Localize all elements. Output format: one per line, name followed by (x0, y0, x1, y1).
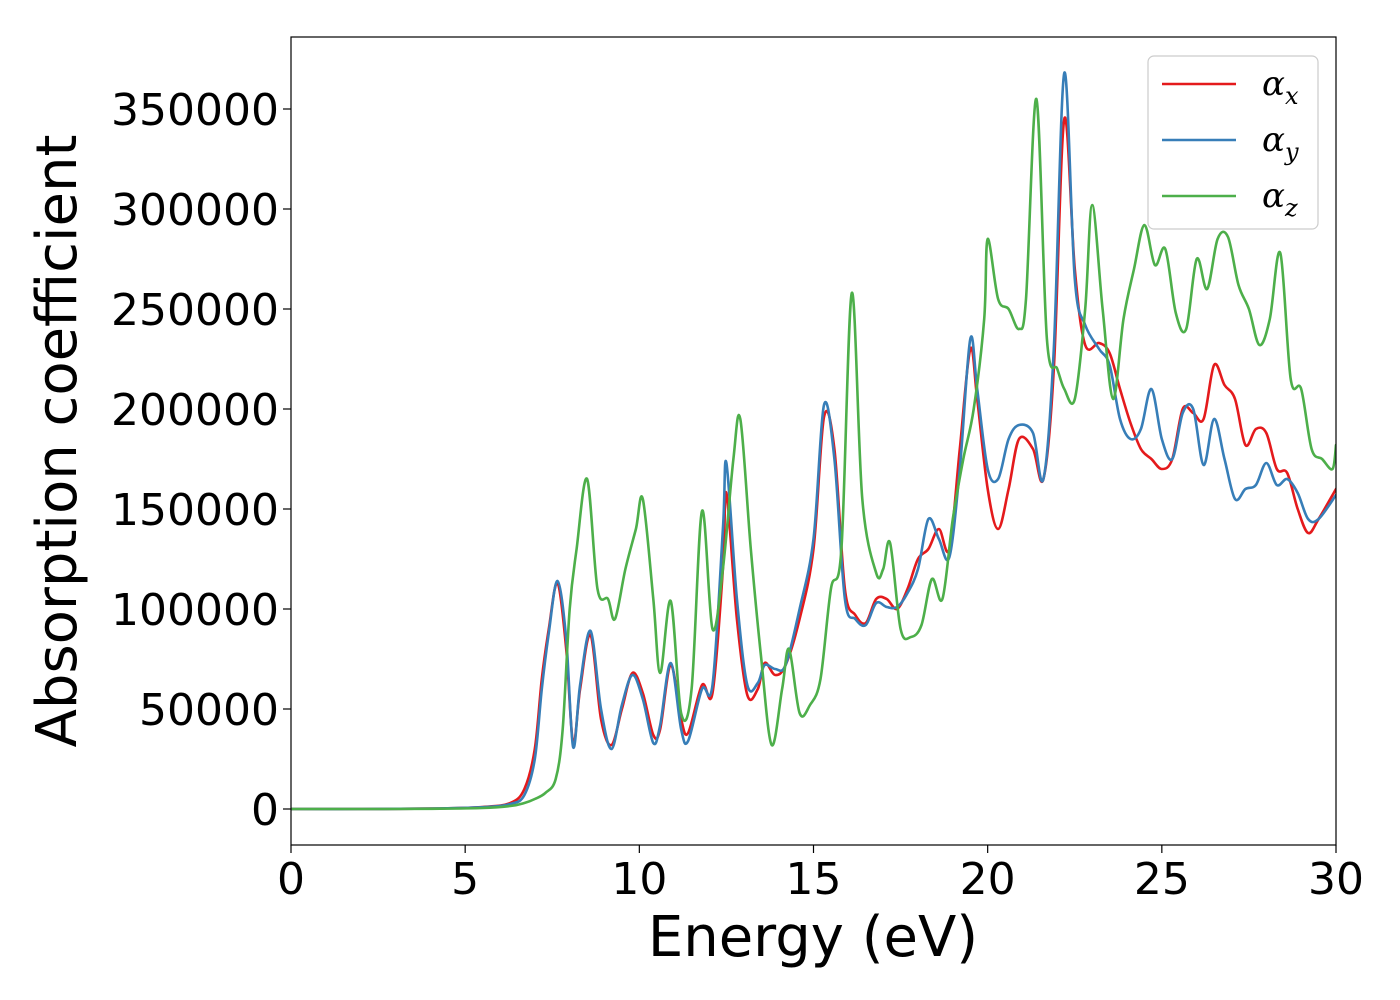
x-tick-label: 25 (1134, 854, 1190, 905)
legend-label-subscript: y (1284, 138, 1299, 166)
legend-label-symbol: α (1262, 176, 1285, 216)
series-lines (291, 71, 1336, 811)
y-axis-ticks: 0 50000 100000 150000 200000 250000 300000 3500… (111, 85, 291, 836)
y-tick-label: 250000 (111, 285, 279, 336)
x-tick-label: 20 (960, 854, 1016, 905)
x-tick-label: 0 (277, 854, 305, 905)
y-tick-label: 200000 (111, 385, 279, 436)
legend-label-subscript: z (1284, 194, 1298, 222)
legend-box (1147, 55, 1319, 230)
legend-label-symbol: α (1262, 120, 1285, 160)
legend-label-z: αz (1262, 176, 1298, 222)
y-tick-label: 50000 (139, 685, 279, 736)
y-tick-label: 150000 (111, 485, 279, 536)
x-axis-label: Energy (eV) (648, 905, 978, 970)
series-line-z (291, 97, 1336, 811)
x-tick-label: 15 (786, 854, 842, 905)
y-axis-label: Absorption coefficient (25, 135, 90, 748)
y-tick-label: 350000 (111, 85, 279, 136)
x-tick-label: 10 (611, 854, 667, 905)
y-tick-label: 0 (251, 785, 279, 836)
legend-label-y: αy (1262, 120, 1299, 166)
legend-label-symbol: α (1262, 64, 1285, 104)
series-line-y (291, 71, 1336, 811)
x-tick-label: 5 (451, 854, 479, 905)
y-tick-label: 100000 (111, 585, 279, 636)
y-tick-label: 300000 (111, 185, 279, 236)
legend-label-x: αx (1262, 64, 1299, 110)
x-axis-ticks: 0 5 10 15 20 25 30 (277, 845, 1364, 905)
legend-label-subscript: x (1285, 82, 1299, 110)
x-tick-label: 30 (1308, 854, 1364, 905)
